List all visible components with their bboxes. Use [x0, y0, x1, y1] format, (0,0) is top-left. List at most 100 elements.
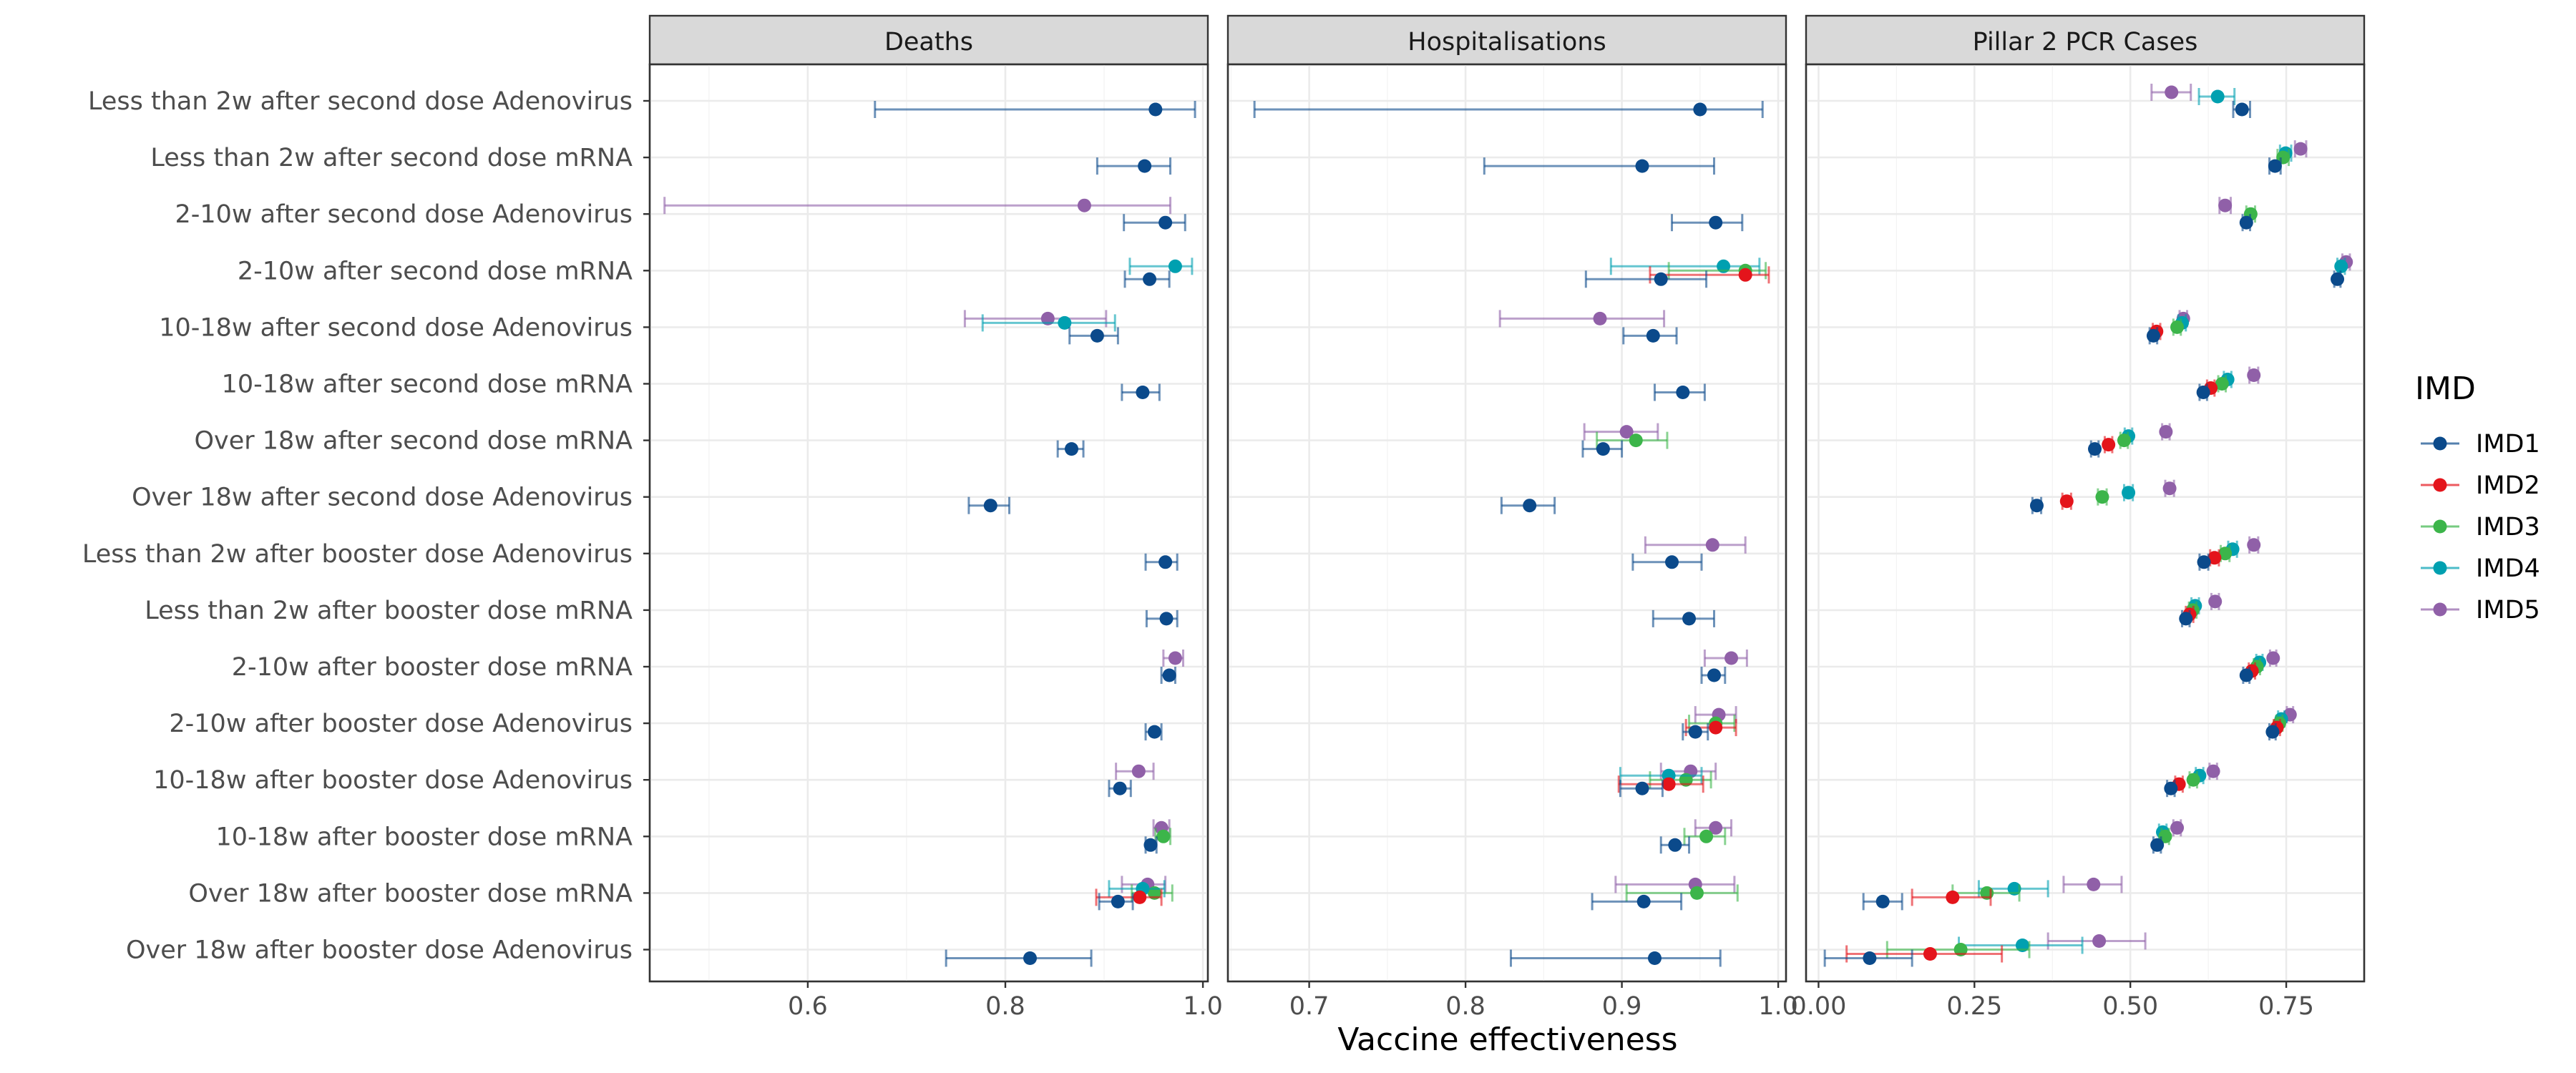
x-tick-label: 1.0 — [1758, 992, 1798, 1021]
error-bar-imd1 — [1096, 157, 1172, 175]
point-imd2 — [1738, 268, 1752, 282]
point-imd1 — [1090, 328, 1104, 343]
panel-0: Deaths 0.6 0.8 1.0 — [643, 14, 1223, 1021]
y-tick-label: Over 18w after second dose mRNA — [194, 427, 633, 456]
point-imd3 — [2117, 433, 2131, 448]
y-tick-label: Less than 2w after second dose mRNA — [150, 144, 633, 172]
point-imd3 — [1689, 886, 1704, 900]
point-imd2 — [2059, 494, 2074, 509]
panel-background — [648, 63, 1209, 983]
point-imd1 — [1158, 555, 1173, 569]
legend-swatch — [2433, 602, 2447, 617]
legend-swatch — [2433, 478, 2447, 492]
point-imd4 — [1168, 259, 1182, 273]
point-imd3 — [2218, 547, 2233, 561]
point-imd1 — [2268, 159, 2282, 173]
panel-border — [1226, 63, 1787, 983]
point-imd1 — [1159, 612, 1174, 626]
legend-swatch — [2433, 519, 2447, 534]
category-labels: Less than 2w after second dose Adenoviru… — [82, 87, 633, 965]
y-tick-label: Less than 2w after booster dose Adenovir… — [82, 540, 633, 569]
y-tick-label: Less than 2w after second dose Adenoviru… — [88, 87, 633, 116]
point-imd3 — [1699, 829, 1714, 843]
point-imd5 — [2162, 481, 2177, 496]
point-imd1 — [1635, 781, 1649, 795]
point-imd1 — [1158, 215, 1173, 230]
point-imd5 — [2218, 198, 2233, 212]
gridlines — [1228, 64, 1786, 981]
y-tick-label: Over 18w after booster dose Adenovirus — [126, 936, 633, 965]
point-imd1 — [1111, 894, 1125, 908]
error-bar-imd1 — [1123, 214, 1186, 232]
point-imd1 — [1136, 386, 1150, 399]
facet-title: Pillar 2 PCR Cases — [1973, 28, 2198, 57]
y-tick-label: 2-10w after booster dose Adenovirus — [169, 710, 633, 738]
legend-label: IMD3 — [2476, 513, 2540, 542]
point-imd1 — [2196, 386, 2210, 399]
x-tick-label: 0.50 — [2102, 992, 2158, 1021]
point-imd5 — [2206, 764, 2220, 778]
point-imd3 — [2215, 377, 2229, 391]
panel-1: Hospitalisations 0.7 0.8 0.9 1.0 — [1226, 14, 1798, 1021]
point-imd2 — [1662, 777, 1676, 791]
point-imd5 — [1705, 538, 1719, 552]
x-tick-label: 0.25 — [1946, 992, 2002, 1021]
point-imd1 — [1143, 838, 1158, 852]
error-bar-imd1 — [1253, 101, 1764, 118]
panel-border — [1805, 63, 2366, 983]
point-imd2 — [1709, 720, 1723, 735]
point-imd1 — [2239, 215, 2253, 230]
panel-2: Pillar 2 PCR Cases 0.00 0.25 0.50 0.75 — [1790, 14, 2366, 1021]
legend-item-imd5: IMD5 — [2421, 596, 2540, 624]
error-bar-imd5 — [1614, 876, 1736, 893]
y-tick-label: 10-18w after booster dose mRNA — [216, 823, 633, 851]
x-tick-label: 0.6 — [788, 992, 828, 1021]
y-tick-label: 2-10w after second dose Adenovirus — [175, 200, 633, 229]
point-imd2 — [2207, 551, 2222, 565]
point-imd4 — [1058, 315, 1072, 330]
point-imd5 — [2266, 651, 2280, 665]
x-axis-title: Vaccine effectiveness — [1337, 1021, 1677, 1058]
point-imd5 — [1619, 425, 1634, 439]
y-tick-label: 10-18w after booster dose Adenovirus — [153, 766, 633, 795]
legend-label: IMD4 — [2476, 554, 2540, 583]
point-imd1 — [1693, 102, 1707, 117]
point-imd5 — [1077, 198, 1091, 212]
error-bar-imd2 — [1095, 888, 1163, 906]
point-imd3 — [1629, 433, 1643, 448]
point-imd1 — [1863, 951, 1877, 965]
point-imd1 — [1646, 328, 1660, 343]
y-tick-label: Over 18w after booster dose mRNA — [188, 879, 633, 908]
legend-item-imd3: IMD3 — [2421, 513, 2540, 542]
point-imd5 — [1593, 311, 1607, 325]
point-imd1 — [2331, 272, 2345, 286]
point-imd3 — [1156, 829, 1171, 843]
point-imd1 — [2197, 555, 2211, 569]
data-points — [1253, 101, 1770, 967]
point-imd1 — [1682, 612, 1697, 626]
point-imd1 — [2150, 838, 2165, 852]
point-imd1 — [1143, 272, 1157, 286]
x-tick-label: 0.7 — [1289, 992, 1330, 1021]
point-imd5 — [2247, 368, 2261, 382]
facet-strip — [648, 14, 1209, 66]
point-imd1 — [1688, 725, 1702, 739]
panels: Deaths 0.6 0.8 1.0 Hospitalisations 0.7 0.8 0.9… — [643, 14, 2366, 1021]
point-imd1 — [1596, 442, 1610, 456]
point-imd3 — [2095, 490, 2109, 504]
point-imd2 — [2102, 438, 2116, 452]
point-imd5 — [1131, 764, 1146, 778]
legend-item-imd4: IMD4 — [2421, 554, 2540, 583]
facet-title: Deaths — [884, 28, 973, 57]
error-bar-imd2 — [1617, 775, 1704, 793]
point-imd1 — [1647, 951, 1662, 965]
point-imd2 — [1946, 890, 1960, 904]
y-tick-label: Over 18w after second dose Adenovirus — [132, 484, 633, 512]
point-imd3 — [2170, 320, 2185, 334]
point-imd1 — [1668, 838, 1682, 852]
x-tick-label: 1.0 — [1183, 992, 1223, 1021]
panel-background — [1226, 63, 1787, 983]
y-tick-label: 10-18w after second dose Adenovirus — [159, 313, 633, 342]
point-imd1 — [1113, 781, 1127, 795]
point-imd4 — [2334, 259, 2348, 273]
